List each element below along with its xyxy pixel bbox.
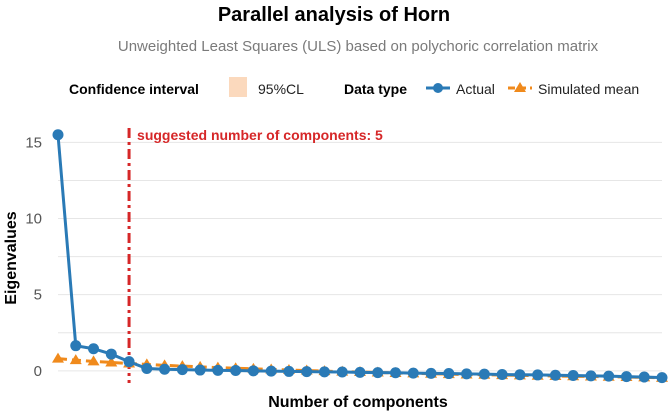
actual-point (549, 369, 561, 381)
legend-actual-marker (433, 83, 443, 93)
y-tick-label: 10 (25, 211, 42, 228)
y-tick-label: 5 (34, 287, 42, 304)
y-axis-title: Eigenvalues (3, 211, 20, 304)
actual-point (638, 371, 650, 383)
actual-point (70, 340, 82, 352)
actual-point (532, 369, 544, 381)
actual-point (176, 364, 188, 376)
actual-point (336, 366, 348, 378)
actual-point (105, 348, 117, 360)
actual-point (88, 343, 100, 355)
actual-point (159, 363, 171, 375)
actual-point (354, 366, 366, 378)
legend-title-confidence-interval: Confidence interval (69, 81, 199, 97)
actual-point (585, 370, 597, 382)
actual-point (265, 365, 277, 377)
chart-subtitle: Unweighted Least Squares (ULS) based on … (118, 38, 599, 55)
simulated-mean-point (105, 356, 118, 367)
y-axis-ticks: 0 5 10 15 (25, 134, 42, 379)
suggested-components-label: suggested number of components: 5 (137, 127, 383, 143)
actual-point (123, 356, 135, 368)
legend: Confidence interval 95%CL Data type Actu… (69, 77, 639, 97)
actual-point (425, 367, 437, 379)
actual-point (620, 371, 632, 383)
x-axis-title: Number of components (268, 394, 448, 411)
actual-point (247, 365, 259, 377)
actual-point (390, 367, 402, 379)
actual-point (230, 365, 242, 377)
actual-point (52, 129, 64, 141)
legend-simulated-marker (514, 82, 526, 92)
actual-point (194, 364, 206, 376)
data-series (52, 129, 668, 384)
y-tick-label: 0 (34, 363, 42, 380)
actual-point (656, 372, 668, 384)
actual-point (461, 368, 473, 380)
actual-point (318, 366, 330, 378)
actual-point (567, 370, 579, 382)
legend-label-simulated-mean: Simulated mean (538, 81, 639, 97)
simulated-mean-point (52, 352, 64, 363)
legend-title-data-type: Data type (344, 81, 407, 97)
y-tick-label: 15 (25, 134, 42, 151)
legend-label-actual: Actual (456, 81, 495, 97)
actual-point (301, 366, 313, 378)
actual-point (496, 368, 508, 380)
actual-point (478, 368, 490, 380)
simulated-mean-point (87, 355, 100, 366)
actual-point (443, 368, 455, 380)
actual-point (603, 370, 615, 382)
actual-point (141, 363, 153, 375)
chart-title: Parallel analysis of Horn (218, 4, 450, 26)
simulated-mean-point (69, 354, 82, 365)
actual-point (407, 367, 419, 379)
actual-point (514, 369, 526, 381)
gridlines (58, 141, 662, 372)
suggested-components-marker: suggested number of components: 5 (127, 127, 383, 383)
legend-label-95cl: 95%CL (258, 81, 304, 97)
actual-point (283, 365, 295, 377)
actual-point (372, 367, 384, 379)
legend-ci-swatch (229, 77, 247, 97)
actual-point (212, 364, 224, 376)
